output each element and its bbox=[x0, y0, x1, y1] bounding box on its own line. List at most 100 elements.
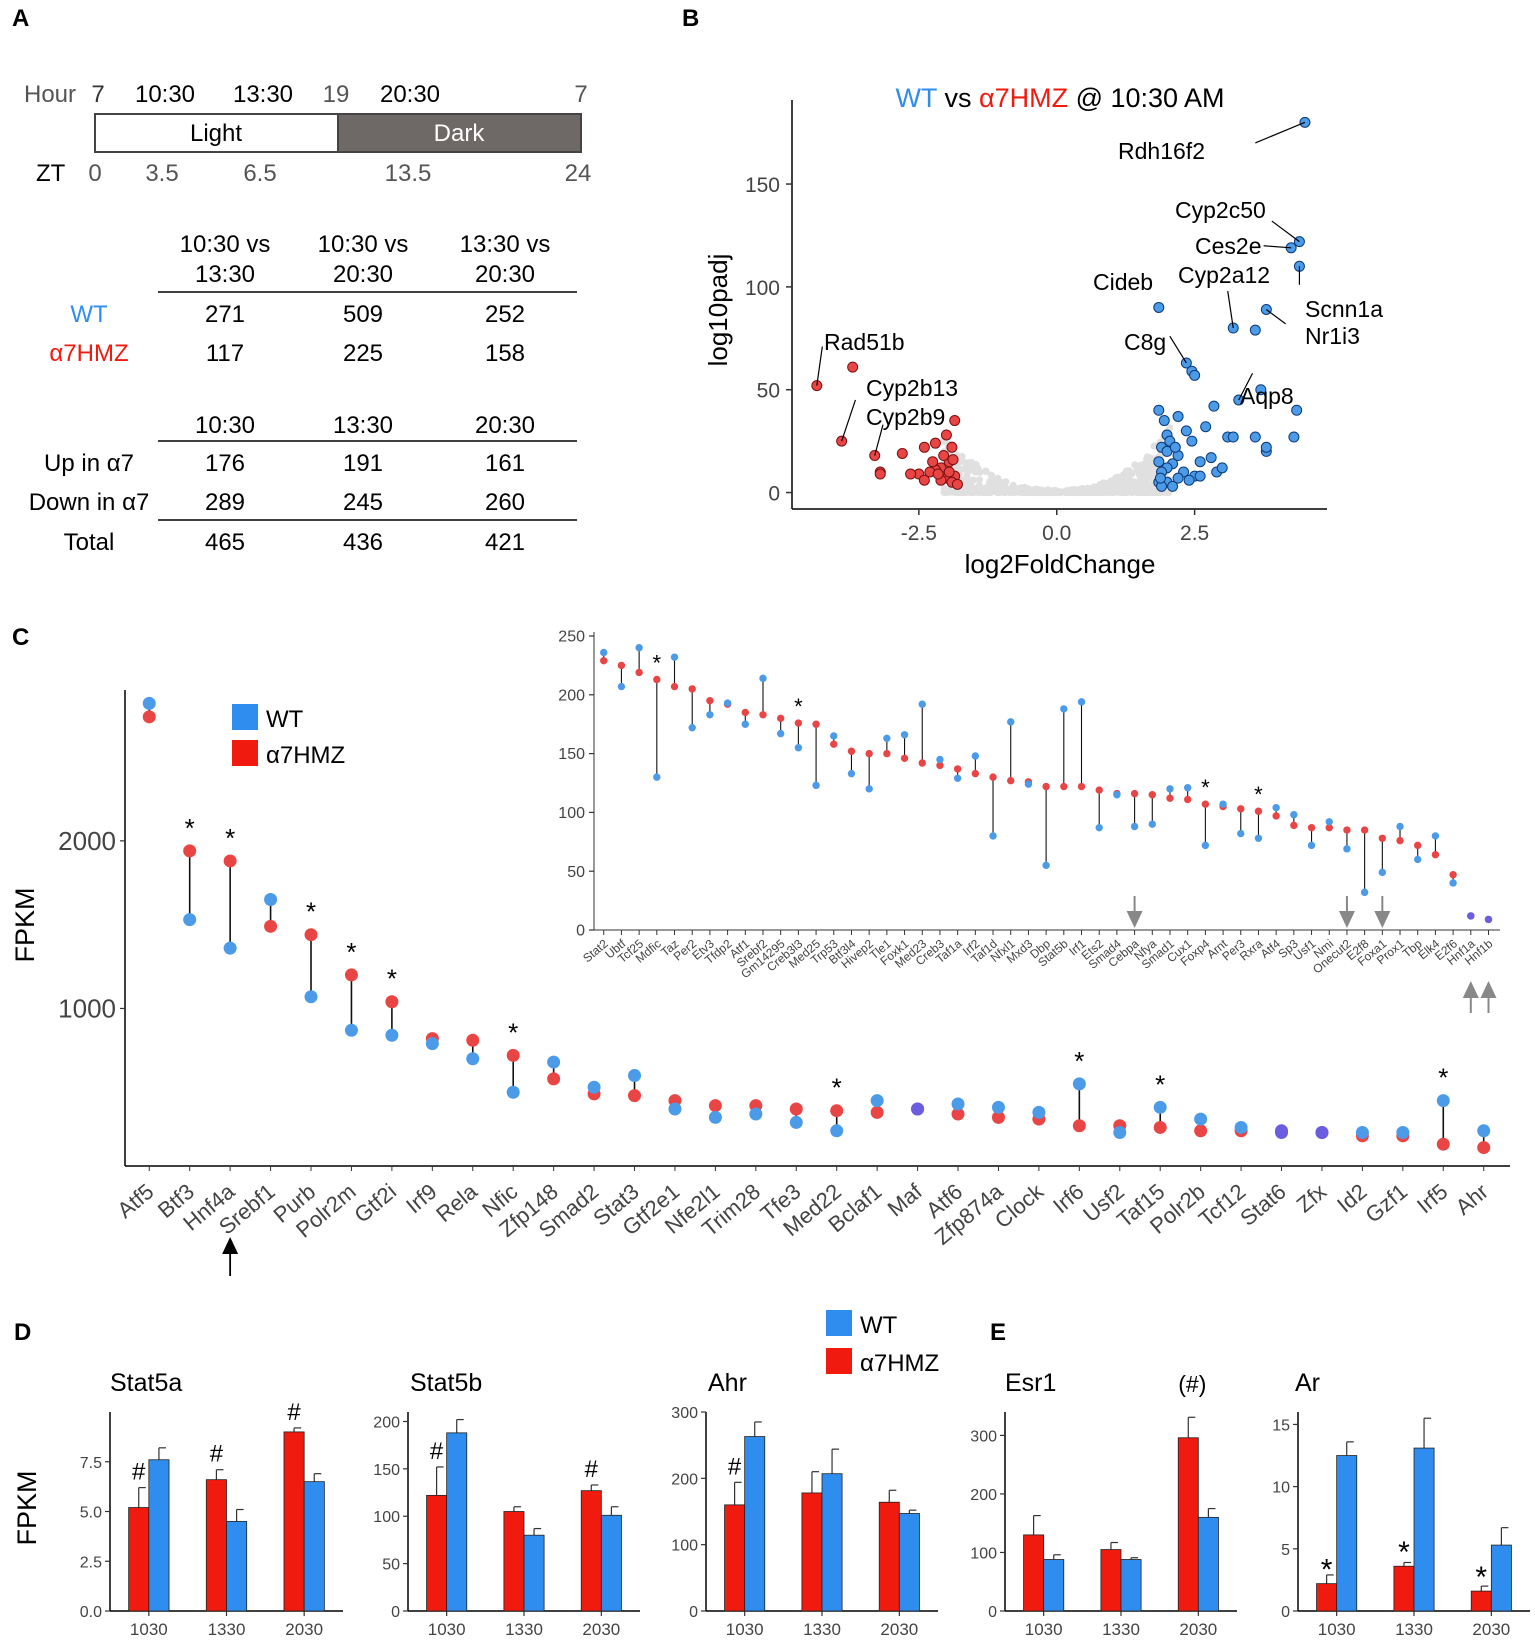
bar-charts: Stat5a 0.0 2.5 5.0 7.5 1030 #1330 #2030 # Stat5b 0… bbox=[80, 1369, 1530, 1639]
mut-point bbox=[936, 761, 944, 770]
wt-point bbox=[708, 1110, 722, 1124]
gene-label-connector bbox=[1271, 220, 1300, 243]
up-point bbox=[1208, 400, 1220, 412]
bar-WT bbox=[446, 1432, 468, 1612]
y-tick-label: 250 bbox=[558, 629, 585, 646]
mut-point bbox=[776, 714, 785, 723]
gene-label-connector bbox=[816, 346, 823, 386]
wt-point bbox=[1201, 841, 1210, 850]
bar-chart-title: Ahr bbox=[708, 1369, 747, 1397]
mut-point bbox=[670, 682, 679, 691]
panel-label-c: C bbox=[12, 624, 29, 651]
down-arrow-head bbox=[1374, 911, 1391, 928]
up-point bbox=[1180, 425, 1192, 437]
table2-row-label: Up in α7 bbox=[44, 450, 134, 477]
bar-α7HMZ bbox=[128, 1507, 150, 1612]
significance-star: * bbox=[387, 964, 397, 994]
ns-point bbox=[1109, 483, 1117, 492]
legend-mut-label: α7HMZ bbox=[266, 742, 345, 769]
mut-point bbox=[865, 749, 873, 758]
wt-point bbox=[670, 653, 679, 661]
bar-α7HMZ bbox=[283, 1431, 305, 1612]
ns-point bbox=[1120, 471, 1128, 479]
mut-point bbox=[142, 710, 156, 724]
mut-point bbox=[1007, 776, 1015, 785]
zt-label: ZT bbox=[36, 160, 66, 187]
wt-point bbox=[1290, 811, 1298, 819]
y-tick-label: 0 bbox=[391, 1604, 400, 1621]
legend-d-wt-swatch bbox=[826, 1310, 852, 1336]
table2-cell: 191 bbox=[343, 450, 383, 477]
wt-point bbox=[812, 781, 820, 790]
bar-chart-esr1: Esr1 0 100 200 300 1030 1330 2030 (#) bbox=[970, 1369, 1237, 1639]
mut-point bbox=[1153, 1120, 1167, 1134]
mut-point bbox=[741, 708, 749, 717]
mut-point bbox=[385, 995, 399, 1009]
x-tick-label: 1030 bbox=[1318, 1620, 1356, 1639]
y-tick-label: 1000 bbox=[58, 994, 116, 1024]
up-point bbox=[1153, 301, 1165, 313]
mut-point bbox=[991, 1110, 1005, 1124]
mut-point bbox=[1343, 826, 1351, 834]
significance-star: * bbox=[1254, 782, 1263, 807]
wt-point bbox=[1436, 1094, 1450, 1108]
category-label: Ahr bbox=[1451, 1179, 1493, 1220]
mut-point bbox=[1148, 791, 1156, 799]
bar-WT bbox=[821, 1473, 843, 1612]
wt-point bbox=[1254, 834, 1263, 842]
ns-point bbox=[1047, 488, 1055, 497]
up-point bbox=[1194, 470, 1206, 482]
y-tick-label: 100 bbox=[373, 1509, 400, 1526]
bar-WT bbox=[1120, 1559, 1142, 1612]
ns-point bbox=[1074, 486, 1082, 495]
legend-wt-swatch bbox=[232, 704, 258, 730]
dark-bar bbox=[337, 113, 582, 153]
hour-tick: 13:30 bbox=[233, 81, 293, 108]
bar-WT bbox=[1336, 1455, 1358, 1612]
wt-point bbox=[749, 1107, 763, 1121]
legend-mut-swatch bbox=[232, 740, 258, 766]
panel-label-e: E bbox=[990, 1319, 1006, 1346]
mut-point bbox=[1290, 821, 1298, 830]
wt-point bbox=[1355, 1125, 1369, 1139]
y-tick-label: 15 bbox=[1272, 1417, 1290, 1434]
up-point bbox=[1153, 404, 1165, 416]
wt-point bbox=[304, 990, 318, 1004]
category-label: Maf bbox=[883, 1178, 928, 1221]
table2-cell: 465 bbox=[205, 529, 245, 556]
gene-label: Rdh16f2 bbox=[1118, 138, 1205, 164]
bar-annotation: # bbox=[430, 1438, 444, 1465]
wt-point bbox=[425, 1037, 439, 1051]
panel-label-b: B bbox=[682, 5, 699, 32]
table1-header: 13:30 vs bbox=[460, 231, 551, 258]
gene-label: Cyp2b13 bbox=[866, 375, 958, 401]
hour-label: Hour bbox=[24, 81, 76, 108]
mut-point bbox=[1237, 805, 1245, 813]
wt-point bbox=[1477, 1124, 1491, 1138]
significance-star: * bbox=[185, 813, 195, 843]
wt-point bbox=[223, 941, 237, 955]
wt-point bbox=[587, 1080, 601, 1094]
wt-point bbox=[1414, 855, 1422, 864]
category-label: Stat6 bbox=[1235, 1179, 1290, 1231]
wt-point bbox=[1396, 822, 1404, 831]
panel-a: A Hour 7 10:30 13:30 19 20:30 7 Light Da… bbox=[12, 5, 591, 556]
wt-point bbox=[1148, 820, 1156, 828]
wt-point bbox=[1166, 785, 1174, 793]
x-tick-label: 1030 bbox=[130, 1620, 168, 1639]
zt-tick: 24 bbox=[565, 160, 592, 187]
bar-chart-title: Stat5b bbox=[410, 1369, 482, 1397]
up-point bbox=[1205, 452, 1217, 464]
mut-point bbox=[794, 719, 803, 727]
ns-point bbox=[1083, 487, 1091, 495]
wt-point bbox=[865, 785, 873, 793]
wt-point bbox=[688, 724, 696, 732]
wt-point bbox=[1396, 1125, 1410, 1139]
light-bar bbox=[94, 113, 339, 153]
hour-tick: 7 bbox=[91, 81, 104, 108]
ns-point bbox=[957, 488, 965, 497]
wt-point bbox=[1449, 879, 1457, 887]
ns-point bbox=[962, 467, 971, 475]
wt-point bbox=[1024, 780, 1033, 788]
up-point bbox=[1167, 480, 1179, 492]
